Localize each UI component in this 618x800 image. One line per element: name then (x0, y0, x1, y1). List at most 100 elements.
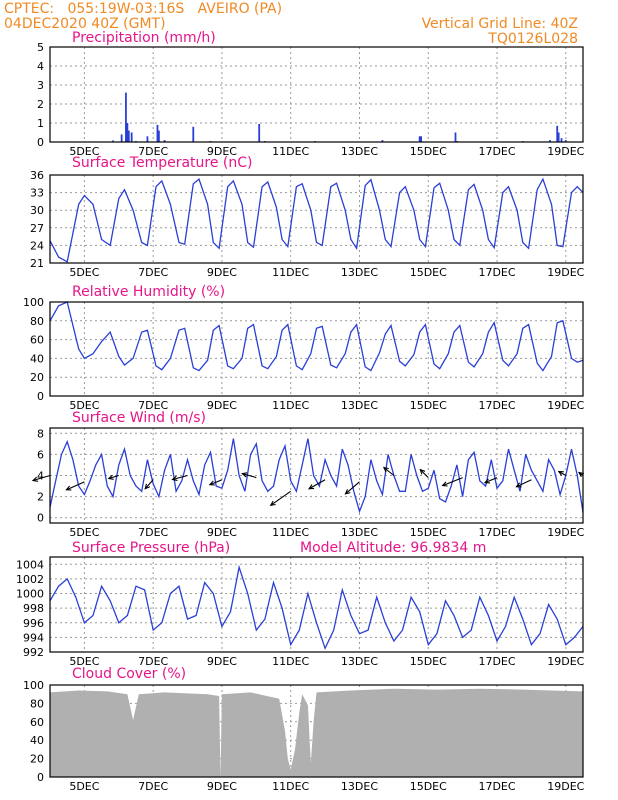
y-tick-label: 4 (37, 470, 44, 483)
y-tick-label: 80 (30, 315, 44, 328)
x-tick-label: 13DEC (341, 145, 378, 158)
x-tick-label: 11DEC (272, 780, 309, 793)
y-tick-label: 40 (30, 352, 44, 365)
wind-vector (483, 477, 498, 484)
pres-plot-frame (49, 556, 584, 653)
x-tick-label: 13DEC (341, 399, 378, 412)
header-vertical-grid: Vertical Grid Line: 40Z (422, 16, 578, 32)
x-tick-label: 7DEC (138, 780, 168, 793)
y-tick-label: 24 (30, 239, 44, 252)
y-tick-label: 3 (37, 79, 44, 92)
x-tick-label: 17DEC (478, 145, 515, 158)
surface-wind-panel: Surface Wind (m/s) 0 2 4 6 8 5DEC 7DEC 9DEC 11DE… (31, 410, 585, 539)
y-tick-label: 0 (37, 771, 44, 784)
x-tick-label: 7DEC (138, 266, 168, 279)
precip-bar (156, 124, 159, 142)
x-tick-label: 11DEC (272, 526, 309, 539)
y-tick-label: 4 (37, 60, 44, 73)
wind-vector (65, 481, 85, 491)
wind-series-line (49, 438, 584, 514)
x-tick-label: 13DEC (341, 780, 378, 793)
precip-bar (192, 126, 195, 142)
y-tick-label: 20 (30, 753, 44, 766)
x-tick-label: 7DEC (138, 655, 168, 668)
x-tick-label: 9DEC (207, 266, 237, 279)
y-tick-label: 36 (30, 169, 44, 182)
surface-pressure-panel: Surface Pressure (hPa) Model Altitude: 9… (16, 540, 585, 668)
wind-vector (208, 479, 223, 486)
temp-plot-frame (49, 174, 584, 264)
precip-bar (420, 136, 422, 142)
x-tick-label: 5DEC (69, 399, 99, 412)
precip-bar (120, 134, 123, 142)
header-date: 04DEC2020 40Z (GMT) (4, 16, 166, 32)
y-tick-label: 60 (30, 716, 44, 729)
surface-pressure-title: Surface Pressure (hPa) (72, 540, 230, 556)
wind-vector (241, 472, 257, 479)
y-tick-label: 992 (23, 646, 44, 659)
x-tick-label: 13DEC (341, 526, 378, 539)
x-tick-label: 5DEC (69, 780, 99, 793)
x-tick-label: 17DEC (478, 266, 515, 279)
y-tick-label: 2 (37, 98, 44, 111)
wind-vector (107, 474, 119, 480)
rh-plot-frame (49, 301, 584, 397)
x-tick-label: 7DEC (138, 399, 168, 412)
x-tick-label: 15DEC (410, 399, 447, 412)
model-altitude-label: Model Altitude: 96.9834 m (300, 540, 486, 556)
precip-bar (163, 140, 166, 142)
precip-bar (130, 132, 133, 142)
cloud-plot-frame (49, 684, 584, 778)
wind-vector (269, 490, 292, 507)
y-tick-label: 80 (30, 697, 44, 710)
header-model-code: TQ0126L028 (487, 31, 578, 47)
y-tick-label: 100 (23, 679, 44, 692)
x-tick-label: 11DEC (272, 655, 309, 668)
x-tick-label: 13DEC (341, 266, 378, 279)
cloud-cover-area (50, 688, 583, 777)
y-tick-label: 1002 (16, 573, 44, 586)
x-tick-label: 17DEC (478, 655, 515, 668)
wind-plot-frame (49, 427, 584, 524)
x-tick-label: 11DEC (272, 266, 309, 279)
temp-series-line (49, 177, 584, 263)
x-tick-label: 17DEC (478, 399, 515, 412)
wind-vector (31, 474, 51, 482)
x-tick-label: 5DEC (69, 266, 99, 279)
x-tick-label: 15DEC (410, 145, 447, 158)
x-tick-label: 9DEC (207, 655, 237, 668)
x-tick-label: 15DEC (410, 655, 447, 668)
precipitation-panel: Precipitation (mm/h) 0 1 2 3 4 5 5DEC 7DEC 9DEC 1… (37, 30, 585, 158)
surface-wind-title: Surface Wind (m/s) (72, 410, 206, 426)
y-tick-label: 27 (30, 222, 44, 235)
x-tick-label: 19DEC (547, 655, 584, 668)
x-tick-label: 5DEC (69, 655, 99, 668)
y-tick-label: 2 (37, 491, 44, 504)
precip-bar (381, 140, 384, 142)
wind-vector (441, 477, 463, 487)
wind-vector (577, 471, 585, 478)
y-tick-label: 996 (23, 617, 44, 630)
y-tick-label: 100 (23, 296, 44, 309)
y-tick-label: 994 (23, 631, 44, 644)
precip-bar (157, 130, 160, 142)
header: CPTEC: 055:19W-03:16S AVEIRO (PA) 04DEC2… (4, 1, 578, 47)
x-tick-label: 11DEC (272, 399, 309, 412)
x-tick-label: 19DEC (547, 266, 584, 279)
x-tick-label: 13DEC (341, 655, 378, 668)
precip-bar (146, 136, 149, 142)
y-tick-label: 0 (37, 512, 44, 525)
wind-vector (557, 470, 567, 476)
y-tick-label: 30 (30, 204, 44, 217)
precip-bar (556, 125, 559, 142)
y-tick-label: 0 (37, 136, 44, 149)
precipitation-title: Precipitation (mm/h) (72, 30, 216, 46)
precip-bar (125, 92, 127, 142)
precip-bar (549, 140, 551, 142)
x-tick-label: 9DEC (207, 526, 237, 539)
x-tick-label: 19DEC (547, 145, 584, 158)
y-tick-label: 40 (30, 734, 44, 747)
precip-bar (560, 138, 563, 142)
x-tick-label: 17DEC (478, 526, 515, 539)
precip-bar (564, 140, 567, 142)
